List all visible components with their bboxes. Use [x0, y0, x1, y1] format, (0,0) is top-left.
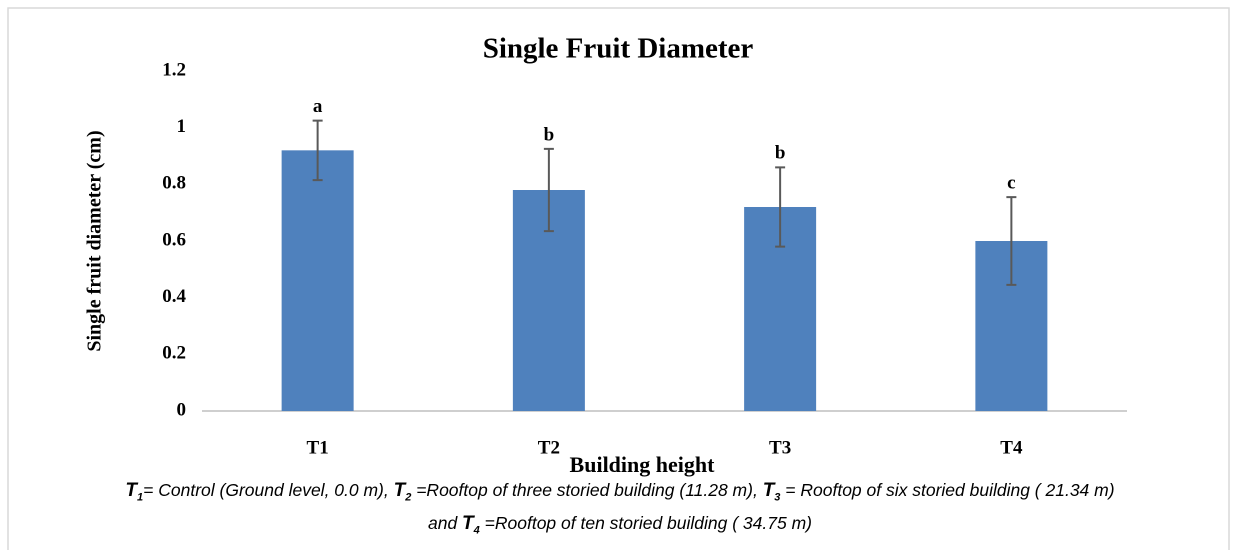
footnote-text: = Rooftop of six storied building ( 21.3…	[427, 480, 1115, 533]
x-tick-label: T2	[538, 437, 560, 458]
error-bar	[1006, 196, 1017, 286]
error-bar	[543, 147, 554, 233]
y-tick-label: 0	[177, 399, 187, 420]
error-bar	[775, 166, 786, 248]
x-axis-title: Building height	[570, 452, 716, 477]
x-tick-label: T1	[307, 437, 329, 458]
footnote: T1= Control (Ground level, 0.0 m), T2 =R…	[120, 478, 1120, 543]
significance-letter: a	[313, 96, 323, 117]
footnote-label: T	[125, 480, 138, 501]
x-tick-label: T3	[769, 437, 791, 458]
significance-letter: c	[1007, 172, 1015, 193]
y-tick-label: 1	[177, 116, 187, 137]
y-tick-label: 0.2	[162, 343, 186, 364]
footnote-sub: 1	[137, 491, 144, 504]
footnote-sub: 2	[405, 491, 412, 504]
chart-title: Single Fruit Diameter	[483, 33, 754, 65]
bar	[281, 150, 354, 412]
footnote-sub: 4	[473, 524, 480, 536]
footnote-label: T	[393, 480, 406, 501]
significance-letter: b	[775, 143, 786, 164]
footnote-label: T	[462, 512, 474, 534]
footnote-text: = Control (Ground level, 0.0 m),	[143, 480, 394, 500]
error-bar	[312, 119, 323, 182]
significance-letter: b	[544, 124, 555, 145]
footnote-label: T	[762, 480, 775, 501]
y-axis-title: Single fruit diameter (cm)	[84, 130, 106, 351]
y-tick-label: 0.4	[162, 286, 186, 307]
y-tick-label: 1.2	[162, 59, 186, 80]
footnote-sub: 3	[774, 491, 781, 504]
y-tick-label: 0.8	[162, 173, 186, 194]
x-tick-label: T4	[1000, 437, 1023, 458]
footnote-text: =Rooftop of three storied building (11.2…	[411, 480, 763, 500]
chart-frame	[7, 7, 1230, 550]
y-tick-label: 0.6	[162, 229, 186, 250]
footnote-text: =Rooftop of ten storied building ( 34.75…	[479, 512, 812, 533]
